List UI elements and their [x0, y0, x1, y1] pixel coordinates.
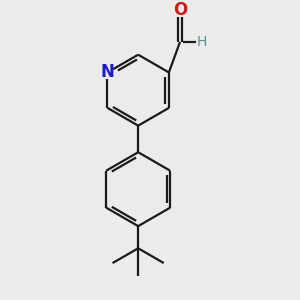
Text: O: O: [173, 1, 187, 19]
Text: N: N: [100, 63, 114, 81]
Text: H: H: [197, 35, 207, 49]
